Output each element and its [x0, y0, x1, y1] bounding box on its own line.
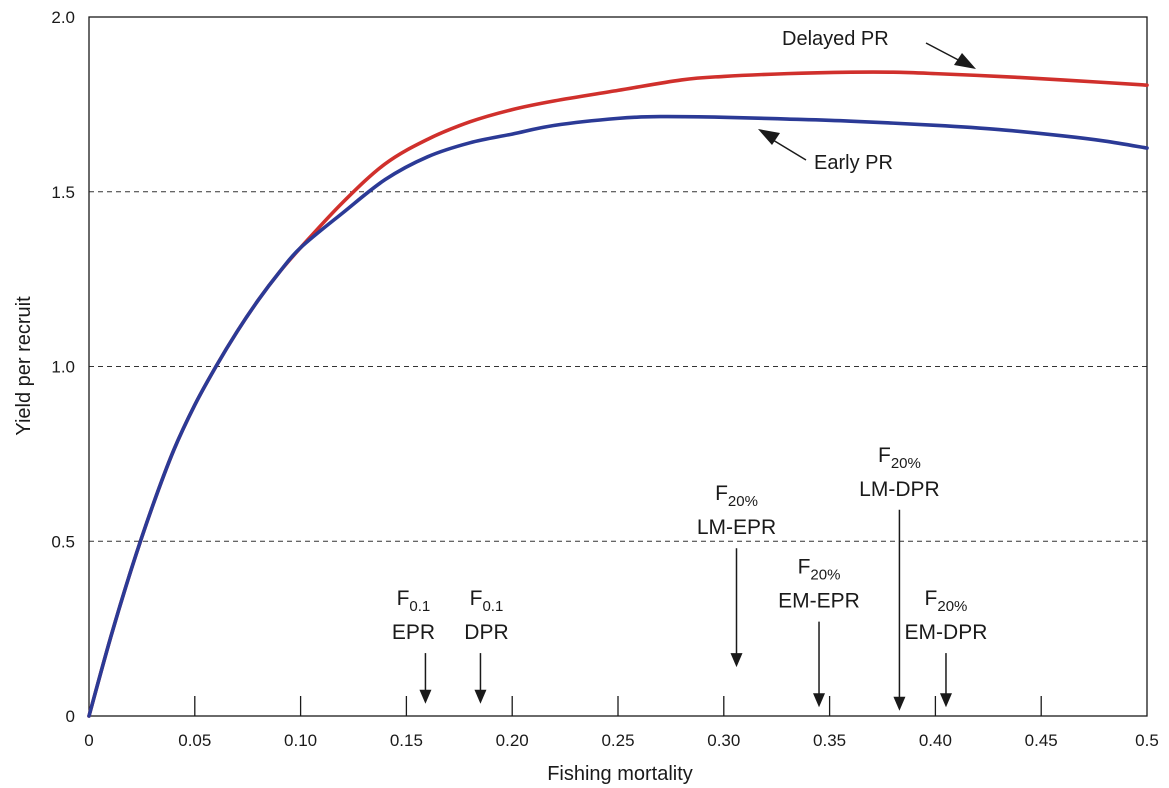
- y-tick-label-1: 0.5: [51, 532, 75, 551]
- annotation-3-symbol: F20%: [798, 556, 841, 584]
- annotation-2-label: LM-EPR: [697, 516, 776, 539]
- y-axis-ticks: 0 0.5 1.0 1.5 2.0: [51, 8, 75, 726]
- x-tick-label-1: 0.05: [178, 731, 211, 750]
- series-labels: Delayed PR Early PR: [758, 28, 976, 174]
- annotation-5-arrowhead: [939, 693, 952, 708]
- x-axis-ticks: 0 0.05 0.10 0.15 0.20 0.25 0.30 0.35 0.40 0.45 0.5: [84, 696, 1159, 750]
- x-tick-label-0: 0: [84, 731, 93, 750]
- y-tick-label-2: 1.0: [51, 358, 75, 377]
- annotation-1-arrowhead: [474, 689, 487, 704]
- x-tick-label-7: 0.35: [813, 731, 846, 750]
- annotation-2-symbol: F20%: [715, 482, 758, 510]
- x-tick-label-8: 0.40: [919, 731, 952, 750]
- annotation-1-symbol: F0.1: [470, 587, 504, 615]
- series-label-delayed-pr: Delayed PR: [782, 28, 889, 50]
- series-line-early-pr: [87, 114, 1149, 718]
- annotation-0-label: EPR: [392, 621, 435, 644]
- series-label-early-pr: Early PR: [814, 152, 893, 174]
- y-tick-label-4: 2.0: [51, 8, 75, 27]
- annotation-2: F20% LM-EPR: [697, 482, 776, 668]
- annotation-0: F0.1 EPR: [392, 587, 435, 704]
- plot-frame: [88, 16, 1148, 717]
- y-tick-label-0: 0: [66, 707, 75, 726]
- x-tick-label-10: 0.5: [1135, 731, 1159, 750]
- annotation-3-label: EM-EPR: [778, 590, 860, 613]
- annotation-5-label: EM-DPR: [905, 621, 988, 644]
- annotation-3: F20% EM-EPR: [778, 556, 860, 708]
- series-arrowhead-delayed-pr: [954, 53, 976, 69]
- x-tick-label-3: 0.15: [390, 731, 423, 750]
- y-axis-title: Yield per recruit: [13, 296, 35, 436]
- annotation-4-label: LM-DPR: [859, 478, 940, 501]
- annotation-5-symbol: F20%: [925, 587, 968, 615]
- x-tick-label-5: 0.25: [601, 731, 634, 750]
- annotation-5: F20% EM-DPR: [905, 587, 988, 708]
- annotation-3-arrowhead: [813, 693, 826, 708]
- series-lines: [87, 70, 1149, 718]
- x-tick-label-9: 0.45: [1025, 731, 1058, 750]
- x-tick-label-4: 0.20: [496, 731, 529, 750]
- series-line-delayed-pr: [87, 70, 1149, 718]
- series-arrowhead-early-pr: [758, 129, 780, 145]
- x-axis-title: Fishing mortality: [547, 763, 693, 785]
- annotation-4-arrowhead: [893, 696, 906, 711]
- x-tick-label-2: 0.10: [284, 731, 317, 750]
- gridlines: [89, 191, 1147, 542]
- annotation-2-arrowhead: [730, 653, 743, 668]
- annotation-4: F20% LM-DPR: [859, 444, 940, 711]
- reference-point-annotations: F0.1 EPR F0.1 DPR F20% LM-EPR F20% EM-EPR F20% LM…: [392, 444, 988, 711]
- annotation-1: F0.1 DPR: [464, 587, 509, 704]
- y-tick-label-3: 1.5: [51, 183, 75, 202]
- annotation-4-symbol: F20%: [878, 444, 921, 472]
- x-tick-label-6: 0.30: [707, 731, 740, 750]
- annotation-0-arrowhead: [419, 689, 432, 704]
- annotation-0-symbol: F0.1: [397, 587, 431, 615]
- annotation-1-label: DPR: [464, 621, 508, 644]
